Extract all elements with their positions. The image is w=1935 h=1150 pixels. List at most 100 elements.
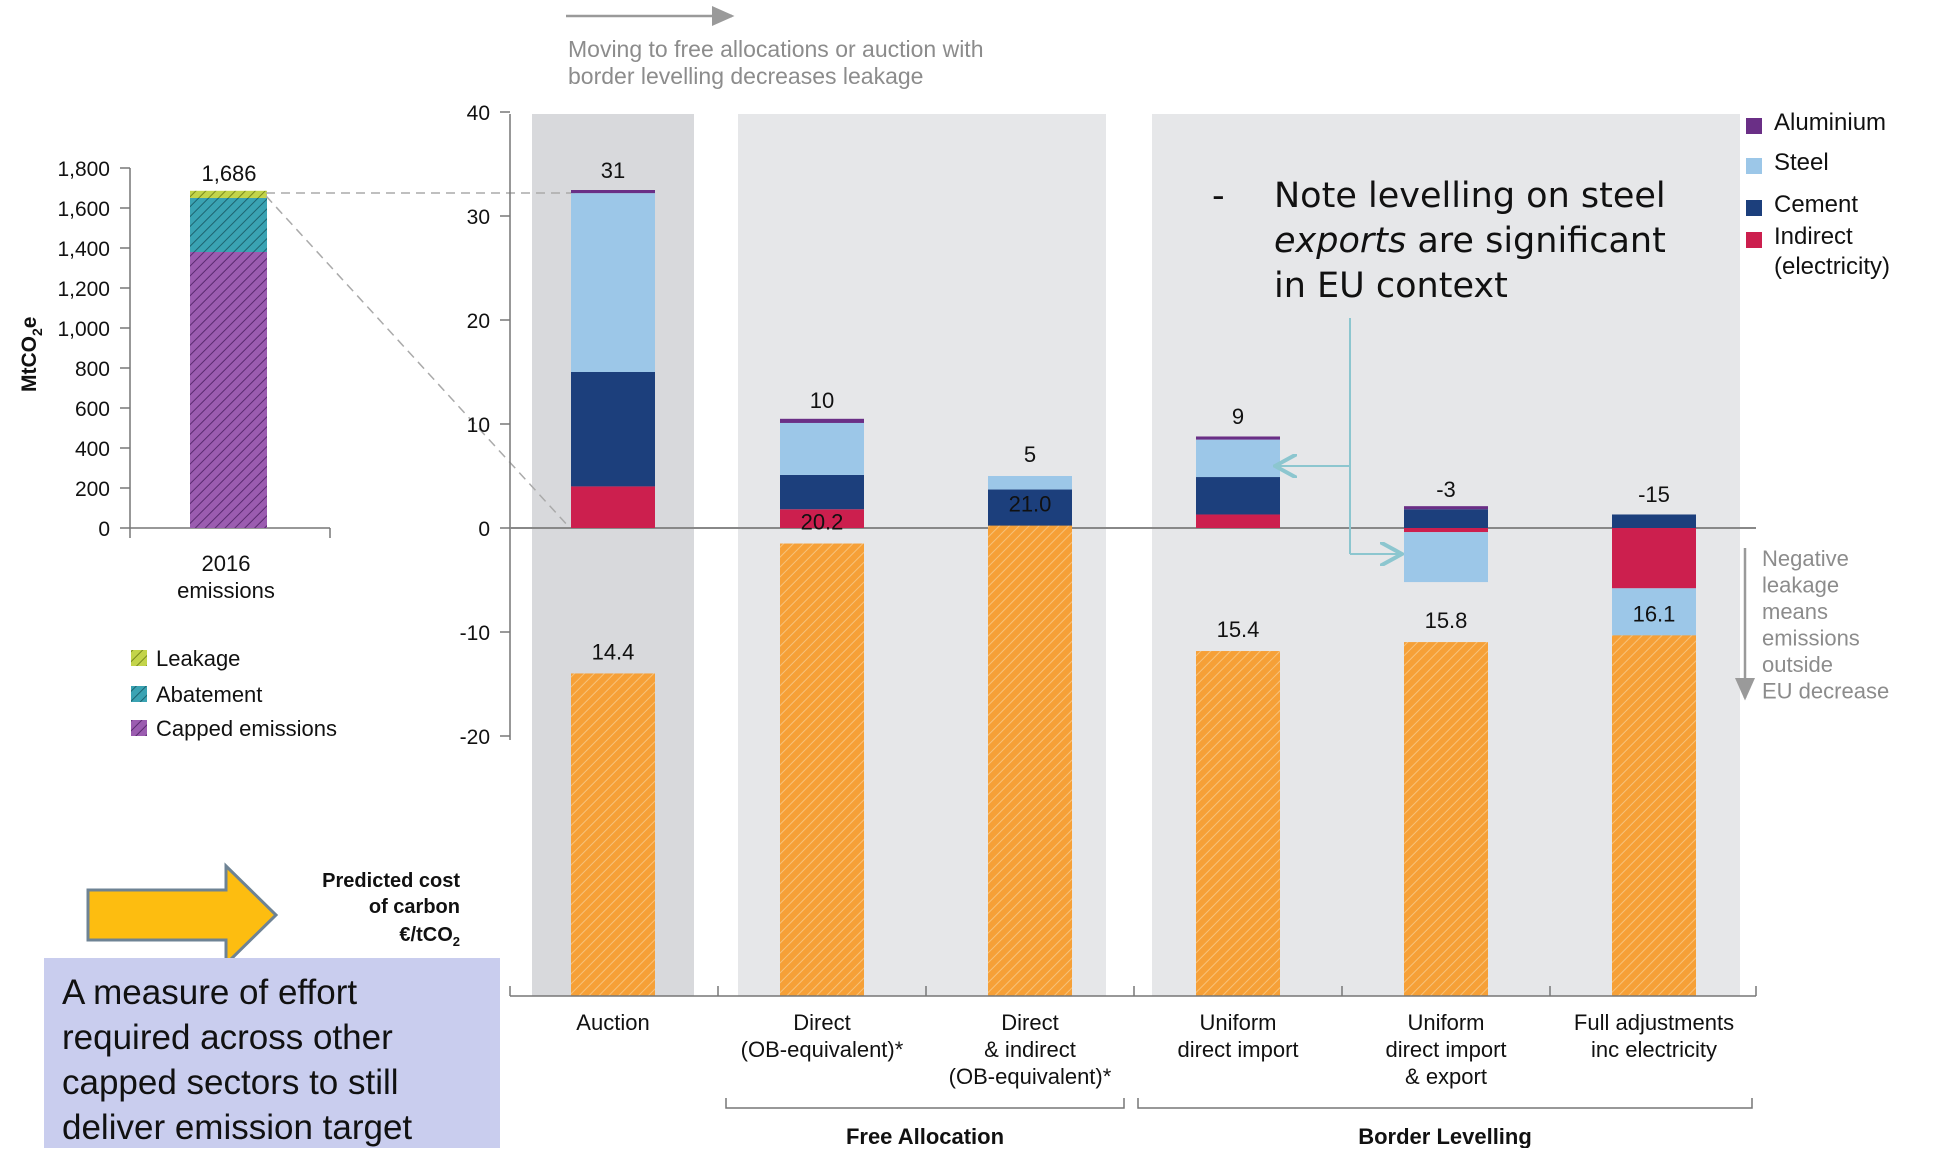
cost-label-line-3: €/tCO2 [399,924,460,949]
small-bar-abatement [190,198,267,252]
bar-aluminium-2 [780,418,864,423]
small-y-tick-label: 0 [98,518,110,541]
callout-line-1: A measure of effort [62,973,358,1012]
cost-label-line-2: of carbon [369,896,460,918]
bar-indirect-4 [1196,514,1280,528]
negative-note-line-4: emissions [1762,626,1860,651]
small-y-tick-label: 1,600 [57,198,110,221]
total-label-6: -15 [1638,482,1670,507]
small-category-line-2: emissions [177,578,275,603]
bar-aluminium-5 [1404,506,1488,510]
cost-value-label-4: 15.4 [1217,617,1260,642]
category-label-4-line-2: direct import [1177,1037,1298,1062]
category-label-2-line-2: (OB-equivalent)* [741,1037,904,1062]
bar-indirect-5 [1404,528,1488,533]
legend-label-indirect: Indirect [1774,223,1853,250]
note-line-2: exports are significant [1274,219,1666,264]
negative-note-line-5: outside [1762,652,1833,677]
effort-callout: A measure of effort required across othe… [44,958,500,1148]
bar-indirect-6 [1612,528,1696,589]
small-y-tick-label: 600 [75,398,110,421]
yellow-arrow-icon [86,862,279,968]
category-label-6-line-2: inc electricity [1591,1037,1717,1062]
legend-abatement-label: Abatement [156,682,262,707]
legend-swatch-aluminium [1746,118,1762,134]
group-label-1: Free Allocation [846,1124,1004,1148]
legend-right: Aluminium Steel Cement Indirect (electricity… [1746,109,1890,280]
negative-note-line-6: EU decrease [1762,679,1889,704]
bar-aluminium-1 [571,190,655,194]
legend-swatch-indirect [1746,232,1762,248]
main-y-tick-label: -20 [460,726,490,749]
legend-leakage-swatch [131,650,147,666]
group-bracket-1 [725,1098,1125,1109]
group-bracket-2 [1137,1098,1753,1109]
note-line-2-italic: exports [1274,221,1407,261]
small-y-tick-label: 1,800 [57,158,110,181]
negative-note-line-2: leakage [1762,573,1839,598]
bar-cement-6 [1612,514,1696,528]
category-label-6-line-1: Full adjustments [1574,1010,1734,1035]
main-chart: -20 -10 0 10 20 30 40 31 10 5 9 -3 -15 14.4 20.2 21.0… [460,102,1757,1148]
small-y-tick-label: 1,200 [57,278,110,301]
main-y-tick-label: -10 [460,622,490,645]
cost-value-label-5: 15.8 [1425,608,1468,633]
legend-label-cement: Cement [1774,191,1858,218]
small-total-label: 1,686 [201,161,256,186]
small-y-tick-label: 400 [75,438,110,461]
total-label-1: 31 [601,158,625,183]
legend-capped-swatch [131,720,147,736]
legend-swatch-cement [1746,200,1762,216]
cost-bar-5 [1404,642,1488,996]
small-category-line-1: 2016 [202,551,251,576]
negative-note-line-1: Negative [1762,546,1849,571]
callout-line-4: deliver emission target [62,1108,413,1147]
category-label-5-line-1: Uniform [1407,1010,1484,1035]
total-label-3: 5 [1024,442,1036,467]
legend-label-steel: Steel [1774,149,1829,176]
total-label-5: -3 [1436,477,1456,502]
group-label-2: Border Levelling [1358,1124,1532,1148]
small-y-tick-label: 200 [75,478,110,501]
category-label-3-line-2: & indirect [984,1037,1076,1062]
bar-cement-3 [988,489,1072,528]
main-y-tick-label: 40 [467,102,490,125]
category-label-3-line-1: Direct [1001,1010,1058,1035]
cost-bar-4 [1196,651,1280,996]
negative-note-line-3: means [1762,599,1828,624]
cost-label-line-1: Predicted cost [322,870,460,892]
legend-capped-label: Capped emissions [156,716,337,741]
bar-cement-5 [1404,509,1488,528]
legend-swatch-steel [1746,158,1762,174]
bar-steel-4 [1196,439,1280,478]
cost-bar-3 [988,525,1072,996]
small-y-tick-label: 1,000 [57,318,110,341]
bar-indirect-1 [571,486,655,528]
bar-cement-4 [1196,477,1280,515]
main-y-tick-label: 30 [467,206,490,229]
total-label-4: 9 [1232,404,1244,429]
main-y-tick-label: 0 [478,518,490,541]
bar-steel-5 [1404,532,1488,583]
note-line-1: Note levelling on steel [1274,176,1666,216]
cost-bar-1 [571,673,655,996]
note-dash: - [1212,176,1225,216]
category-label-1-line-1: Auction [576,1010,649,1035]
category-label-3-line-3: (OB-equivalent)* [949,1064,1112,1089]
small-y-tick-label: 800 [75,358,110,381]
cost-bar-6 [1612,635,1696,996]
small-y-axis-label: MtCO2e [18,317,45,392]
legend-abatement-swatch [131,686,147,702]
main-y-tick-label: 20 [467,310,490,333]
cost-value-label-3: 21.0 [1009,492,1052,517]
bar-indirect-2 [780,509,864,528]
total-label-2: 10 [810,388,834,413]
category-label-2-line-1: Direct [793,1010,850,1035]
category-label-5-line-2: direct import [1385,1037,1506,1062]
callout-line-3: capped sectors to still [62,1063,399,1102]
bar-cement-2 [780,474,864,510]
category-label-4-line-1: Uniform [1199,1010,1276,1035]
cost-value-label-6: 16.1 [1633,601,1676,626]
legend-label-aluminium: Aluminium [1774,109,1886,136]
